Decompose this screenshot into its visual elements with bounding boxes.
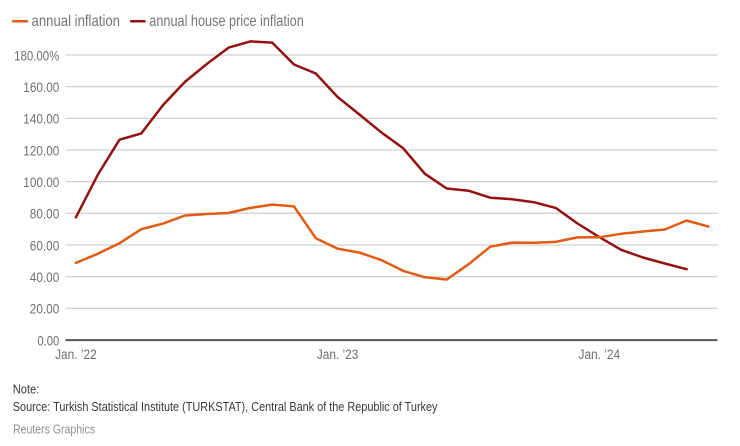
svg-text:180.00%: 180.00%	[14, 48, 59, 63]
svg-text:100.00: 100.00	[23, 175, 59, 190]
svg-text:140.00: 140.00	[23, 112, 59, 127]
svg-text:Reuters Graphics: Reuters Graphics	[13, 423, 95, 437]
svg-text:120.00: 120.00	[23, 143, 59, 158]
svg-text:Jan. ’22: Jan. ’22	[55, 347, 97, 362]
svg-text:Jan. ’24: Jan. ’24	[579, 347, 621, 362]
svg-text:160.00: 160.00	[23, 80, 59, 95]
svg-text:Note:: Note:	[13, 383, 40, 397]
svg-text:annual inflation: annual inflation	[32, 13, 121, 30]
svg-text:Jan. ’23: Jan. ’23	[317, 347, 359, 362]
svg-text:20.00: 20.00	[30, 302, 60, 317]
svg-text:80.00: 80.00	[30, 207, 60, 222]
svg-text:annual house price inflation: annual house price inflation	[149, 13, 303, 30]
svg-text:40.00: 40.00	[30, 270, 60, 285]
svg-text:0.00: 0.00	[37, 333, 59, 348]
svg-text:Source: Turkish Statistical In: Source: Turkish Statistical Institute (T…	[13, 400, 438, 414]
svg-text:60.00: 60.00	[30, 238, 60, 253]
